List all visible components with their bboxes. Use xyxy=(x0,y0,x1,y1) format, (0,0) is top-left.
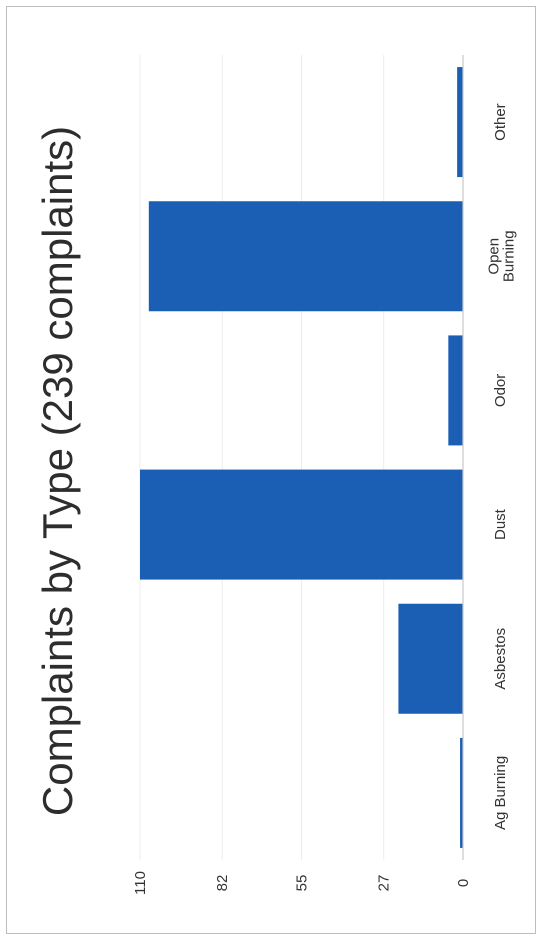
bar-other xyxy=(457,67,463,178)
category-label: Other xyxy=(492,103,509,141)
category-label: Asbestos xyxy=(492,628,509,690)
y-tick-label: 82 xyxy=(214,875,231,892)
y-tick-label: 110 xyxy=(132,871,149,895)
bar-open-burning xyxy=(148,201,464,312)
y-tick-label: 55 xyxy=(294,875,311,892)
category-label: Ag Burning xyxy=(492,756,509,830)
bar-ag-burning xyxy=(460,737,463,848)
bar-asbestos xyxy=(398,603,463,714)
bar-dust xyxy=(140,469,463,580)
y-tick-label: 0 xyxy=(455,879,472,887)
category-label: Odor xyxy=(492,374,509,407)
category-label: Dust xyxy=(492,508,509,540)
chart-title: Complaints by Type (239 complaints) xyxy=(34,126,81,816)
category-label: OpenBurning xyxy=(485,230,517,282)
y-tick-label: 27 xyxy=(376,875,393,892)
bar-odor xyxy=(448,335,463,446)
